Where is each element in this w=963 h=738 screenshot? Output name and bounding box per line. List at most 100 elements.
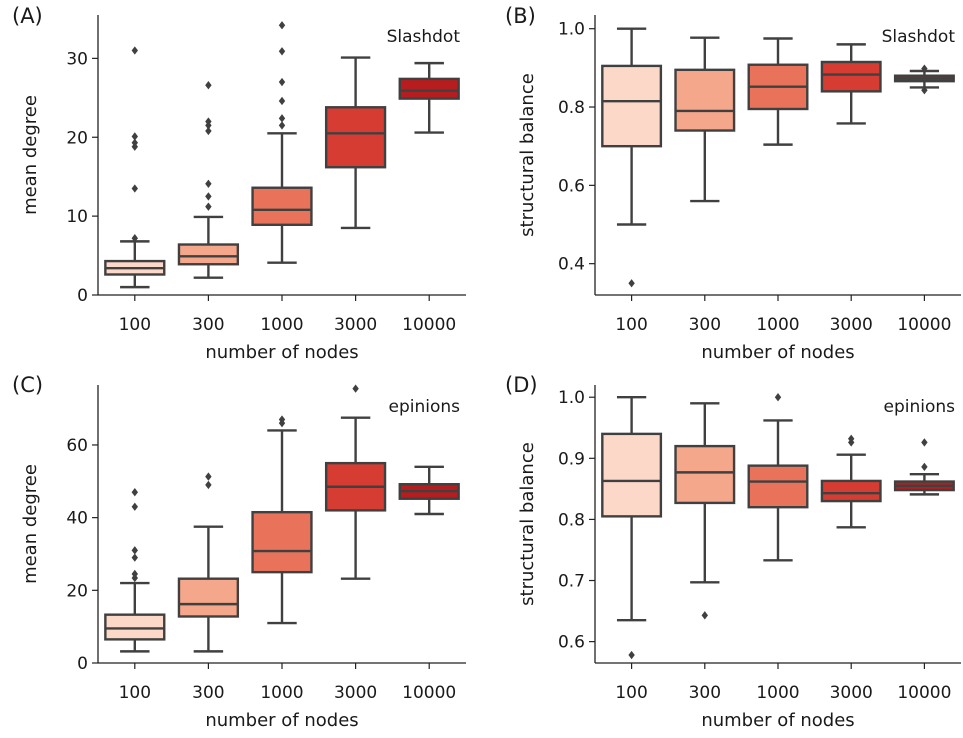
outlier-point	[628, 650, 635, 660]
iqr-box	[324, 106, 387, 169]
y-tick-label: 60	[66, 436, 88, 456]
dataset-annotation: epinions	[388, 397, 460, 417]
outlier-point	[205, 202, 212, 211]
y-tick-label: 0.8	[558, 98, 585, 118]
panel-label: (C)	[12, 373, 43, 397]
outlier-point	[205, 480, 212, 490]
outlier-point	[205, 179, 212, 188]
outlier-point	[131, 488, 138, 497]
y-tick-label: 0.8	[558, 510, 585, 530]
x-axis-label: number of nodes	[205, 342, 358, 363]
outlier-point	[131, 132, 138, 141]
x-tick-label: 3000	[830, 683, 873, 703]
y-axis-label: structural balance	[517, 442, 538, 606]
outlier-point	[131, 138, 138, 147]
x-axis-label: number of nodes	[701, 710, 854, 731]
y-tick-label: 0	[77, 654, 88, 674]
iqr-box	[674, 68, 736, 132]
chart-panel-1: 0 10 20 30 100 300 1000 3000 10000 number of node…	[12, 4, 466, 363]
box-300	[177, 81, 240, 279]
outlier-point	[278, 21, 286, 30]
box-300	[674, 402, 736, 620]
box-100	[601, 27, 663, 288]
x-axis-label: number of nodes	[701, 342, 854, 363]
outlier-point	[131, 569, 138, 579]
outlier-point	[205, 472, 212, 481]
x-tick-label: 100	[615, 315, 647, 335]
y-tick-label: 0.6	[558, 633, 585, 653]
iqr-box	[820, 479, 882, 503]
outlier-point	[205, 192, 212, 201]
outlier-point	[921, 64, 928, 73]
outlier-point	[278, 114, 286, 123]
box-10000	[398, 61, 460, 134]
box-1000	[747, 393, 809, 562]
outlier-point	[205, 81, 212, 90]
y-tick-label: 1.0	[558, 20, 585, 40]
box-10000	[893, 438, 955, 496]
chart-panel-2: 0.4 0.6 0.8 1.0 100 300 1000 3000 10000 number of…	[505, 4, 961, 363]
outlier-point	[131, 234, 138, 243]
iqr-box	[177, 577, 240, 618]
y-tick-label: 20	[66, 128, 88, 148]
x-tick-label: 300	[192, 683, 224, 703]
y-tick-label: 0	[77, 286, 88, 306]
y-tick-label: 0.6	[558, 176, 585, 196]
box-10000	[398, 465, 460, 516]
y-tick-label: 40	[66, 509, 88, 529]
y-tick-label: 0.7	[558, 572, 585, 592]
panel-label: (B)	[505, 4, 536, 28]
box-100	[601, 396, 663, 660]
x-tick-label: 3000	[334, 315, 377, 335]
dataset-annotation: Slashdot	[387, 27, 461, 47]
y-tick-label: 10	[66, 207, 88, 227]
iqr-box	[177, 243, 240, 266]
outlier-point	[131, 546, 138, 555]
panel-label: (A)	[12, 4, 43, 28]
outlier-point	[131, 184, 138, 193]
x-tick-label: 10000	[402, 315, 456, 335]
y-tick-label: 0.4	[558, 255, 585, 275]
outlier-point	[278, 415, 286, 424]
outlier-point	[628, 279, 635, 288]
outlier-point	[352, 384, 359, 393]
x-tick-label: 100	[119, 315, 151, 335]
box-100	[104, 488, 166, 653]
outlier-point	[278, 121, 286, 130]
outlier-point	[848, 434, 855, 443]
x-tick-label: 300	[689, 683, 721, 703]
iqr-box	[601, 64, 663, 148]
outlier-point	[205, 117, 212, 126]
dataset-annotation: Slashdot	[882, 27, 956, 47]
x-tick-label: 1000	[260, 683, 303, 703]
outlier-point	[131, 46, 138, 55]
x-tick-label: 300	[689, 315, 721, 335]
outlier-point	[278, 96, 286, 106]
iqr-box	[820, 60, 882, 93]
outlier-point	[921, 86, 928, 95]
outlier-point	[921, 462, 928, 472]
outlier-point	[774, 393, 782, 402]
y-tick-label: 20	[66, 581, 88, 601]
y-tick-label: 1.0	[558, 388, 585, 408]
outlier-point	[701, 611, 708, 620]
chart-panel-4: 0.6 0.7 0.8 0.9 1.0 100 300 1000 3000 10000 number…	[505, 373, 961, 731]
x-tick-label: 3000	[830, 315, 873, 335]
panel-label: (D)	[505, 373, 538, 397]
iqr-box	[674, 444, 736, 505]
box-3000	[820, 434, 882, 529]
box-1000	[747, 37, 809, 146]
y-axis-label: structural balance	[517, 73, 538, 237]
iqr-box	[747, 464, 809, 509]
box-1000	[251, 415, 313, 625]
iqr-box	[601, 432, 663, 518]
x-tick-label: 10000	[897, 683, 951, 703]
box-3000	[324, 56, 387, 230]
box-100	[104, 46, 166, 289]
outlier-point	[131, 502, 138, 511]
x-tick-label: 1000	[756, 683, 799, 703]
outlier-point	[278, 47, 286, 56]
y-tick-label: 30	[66, 49, 88, 69]
x-tick-label: 100	[615, 683, 647, 703]
